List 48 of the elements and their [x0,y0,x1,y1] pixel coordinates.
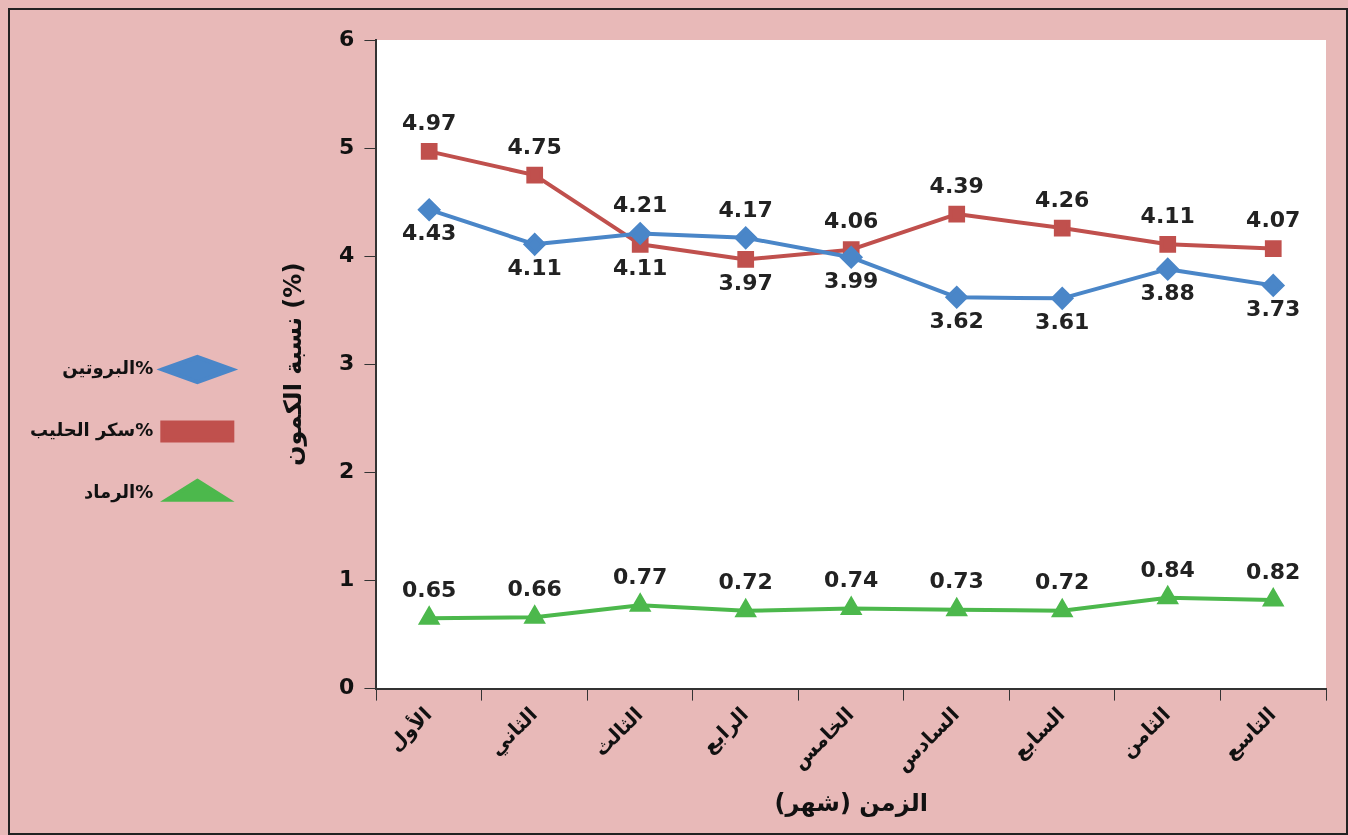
y-tick-label: 1 [339,566,355,592]
data-label: 3.88 [1140,279,1195,305]
data-label: 4.26 [1035,186,1090,212]
data-label: 4.11 [613,255,668,281]
x-tick-label: الخامس [787,702,859,774]
y-tick-label: 0 [339,674,355,700]
data-label: 0.77 [613,564,668,590]
data-label: 4.21 [613,192,668,218]
y-tick-label: 3 [339,350,355,376]
data-label: 3.97 [718,270,773,296]
data-label: 4.97 [402,110,457,136]
data-label: 3.61 [1035,309,1090,335]
data-label: 0.72 [718,569,773,595]
data-label: 4.75 [507,133,562,159]
data-label: 3.99 [824,268,879,293]
y-tick-label: 5 [339,133,355,159]
data-label: 4.11 [1140,203,1195,229]
x-tick-label: السادس [890,702,964,776]
y-tick-label: 6 [339,25,355,51]
x-tick-label: السابع [1007,702,1070,765]
data-label: 0.84 [1140,556,1195,582]
y-tick-label: 4 [339,241,355,267]
legend-label: البروتين% [62,357,154,380]
data-label: 0.66 [507,575,562,601]
x-tick-label: الثامن [1115,702,1175,763]
data-label: 0.74 [824,567,879,593]
x-tick-label: الثالث [588,702,648,761]
data-label: 4.07 [1246,207,1301,233]
data-label: 4.17 [718,196,773,222]
data-label: 3.62 [929,308,984,333]
x-tick-label: الثاني [484,702,543,761]
data-label: 4.06 [824,208,879,234]
data-label: 0.82 [1246,558,1301,584]
data-label: 4.39 [929,172,984,198]
data-label: 4.11 [507,255,562,281]
data-label: 3.73 [1246,296,1301,322]
x-tick-label: الرابع [697,702,753,759]
data-label: 0.72 [1035,569,1090,595]
x-axis-title: الزمن (شهر) [774,788,928,817]
y-axis-title: نسبة الكمون (%) [278,262,307,466]
data-label: 0.65 [402,577,457,603]
legend-label: سكر الحليب% [29,419,154,442]
data-label: 0.73 [929,568,984,594]
y-tick-label: 2 [339,458,355,484]
x-tick-label: التاسع [1218,702,1281,765]
legend-label: الرماد% [83,481,154,504]
x-tick-label: الأول [382,701,437,756]
data-label: 4.43 [402,220,457,246]
